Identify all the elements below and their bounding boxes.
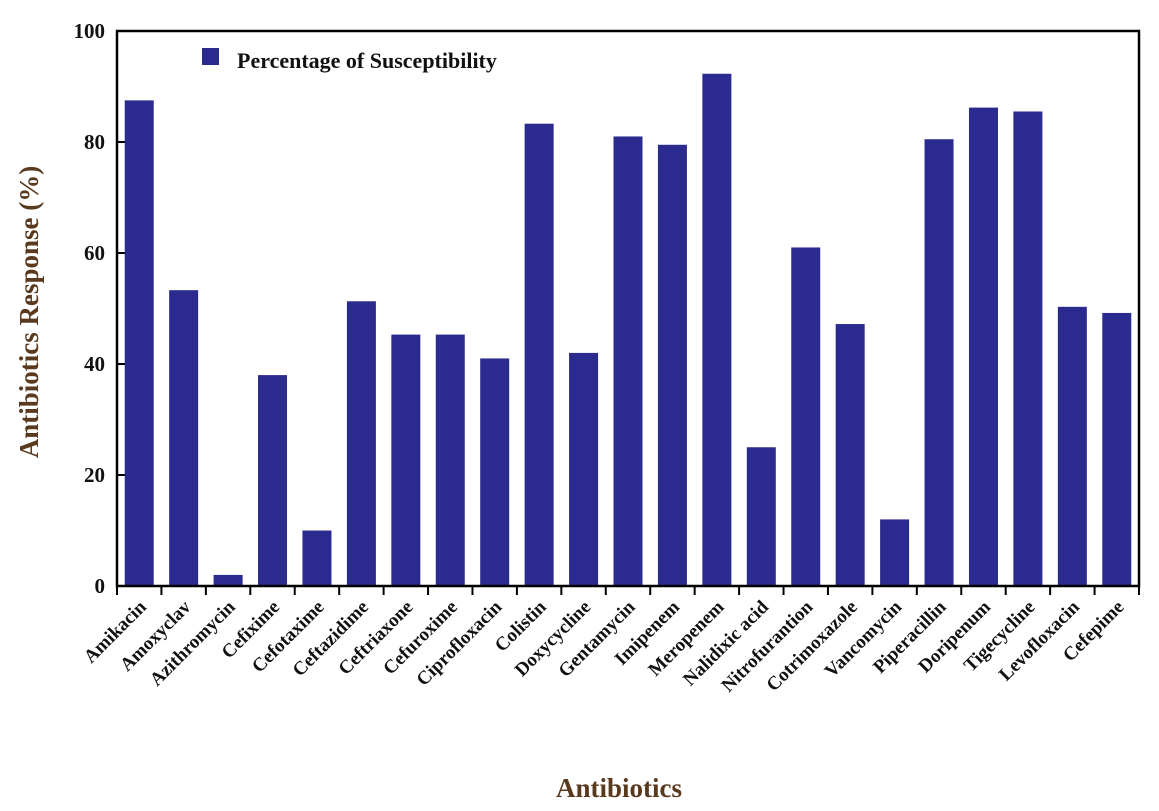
bar-doxycycline <box>569 352 599 586</box>
bar-ceftriaxone <box>391 334 421 586</box>
bar-amoxyclav <box>169 290 199 586</box>
category-labels-group: AmikacinAmoxyclavAzithromycinCefiximeCef… <box>80 596 1128 696</box>
bar-amikacin <box>124 100 154 587</box>
bar-tigecycline <box>1013 111 1043 586</box>
bar-imipenem <box>657 144 687 586</box>
bars-group <box>124 73 1132 587</box>
bar-ceftazidime <box>346 301 376 586</box>
y-tick-label: 20 <box>84 463 105 487</box>
legend-label: Percentage of Susceptibility <box>237 48 497 73</box>
bar-colistin <box>524 123 554 586</box>
bar-ciprofloxacin <box>480 358 510 586</box>
bar-doripenum <box>968 107 998 586</box>
bar-cefuroxime <box>435 334 465 586</box>
y-tick-label: 40 <box>84 352 105 376</box>
bar-cefixime <box>258 375 288 586</box>
plot-frame <box>115 29 1141 588</box>
bar-azithromycin <box>213 574 243 586</box>
y-tick-label: 80 <box>84 130 105 154</box>
bar-cefotaxime <box>302 530 332 586</box>
y-tick-label: 100 <box>74 19 106 43</box>
y-tick-label: 60 <box>84 241 105 265</box>
bar-levofloxacin <box>1057 306 1087 586</box>
legend-swatch <box>202 48 219 65</box>
y-axis-title: Antibiotics Response (%) <box>14 166 44 459</box>
bar-nalidixic-acid <box>746 447 776 586</box>
axes-group <box>115 29 1141 588</box>
x-axis-title: Antibiotics <box>556 773 682 803</box>
y-tick-label: 0 <box>95 574 106 598</box>
bar-nitrofurantion <box>791 247 821 586</box>
legend: Percentage of Susceptibility <box>202 48 497 73</box>
ticks-group: 0 20 40 60 80 100 <box>74 19 1140 598</box>
bar-gentamycin <box>613 136 643 586</box>
bar-piperacillin <box>924 139 954 586</box>
bar-vancomycin <box>880 519 910 586</box>
bar-cefepime <box>1102 312 1132 586</box>
bar-cotrimoxazole <box>835 324 865 586</box>
bar-meropenem <box>702 73 732 587</box>
